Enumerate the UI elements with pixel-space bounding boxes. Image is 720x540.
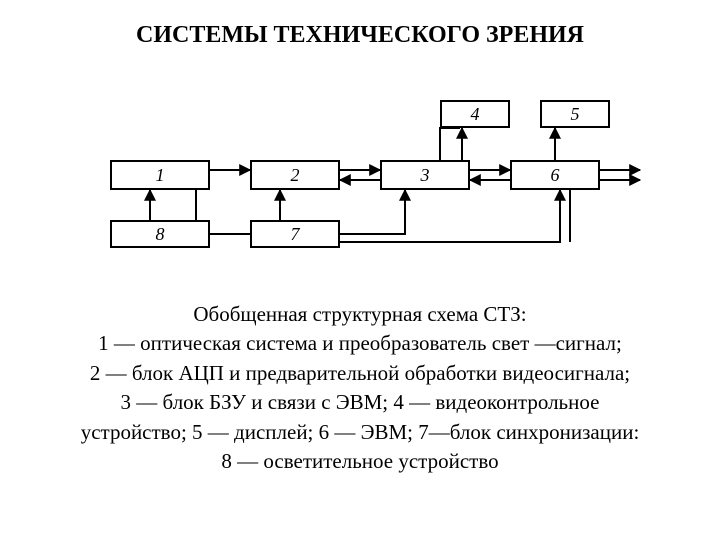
caption-line: 3 — блок БЗУ и связи с ЭВМ; 4 — видеокон… — [50, 388, 670, 417]
block-8: 8 — [110, 220, 210, 248]
block-2: 2 — [250, 160, 340, 190]
block-7: 7 — [250, 220, 340, 248]
block-1: 1 — [110, 160, 210, 190]
block-diagram: 1 2 3 6 4 5 8 7 — [0, 90, 720, 280]
caption-line: 1 — оптическая система и преобразователь… — [50, 329, 670, 358]
caption-line: устройство; 5 — дисплей; 6 — ЭВМ; 7—блок… — [50, 418, 670, 447]
block-6: 6 — [510, 160, 600, 190]
caption-line: 8 — осветительное устройство — [50, 447, 670, 476]
page-title: СИСТЕМЫ ТЕХНИЧЕСКОГО ЗРЕНИЯ — [0, 22, 720, 49]
block-5: 5 — [540, 100, 610, 128]
diagram-edges — [0, 90, 720, 280]
edge — [340, 190, 405, 234]
block-3: 3 — [380, 160, 470, 190]
diagram-caption: Обобщенная структурная схема СТЗ:1 — опт… — [50, 300, 670, 476]
caption-line: 2 — блок АЦП и предварительной обработки… — [50, 359, 670, 388]
edge — [440, 128, 460, 160]
caption-line: Обобщенная структурная схема СТЗ: — [50, 300, 670, 329]
block-4: 4 — [440, 100, 510, 128]
